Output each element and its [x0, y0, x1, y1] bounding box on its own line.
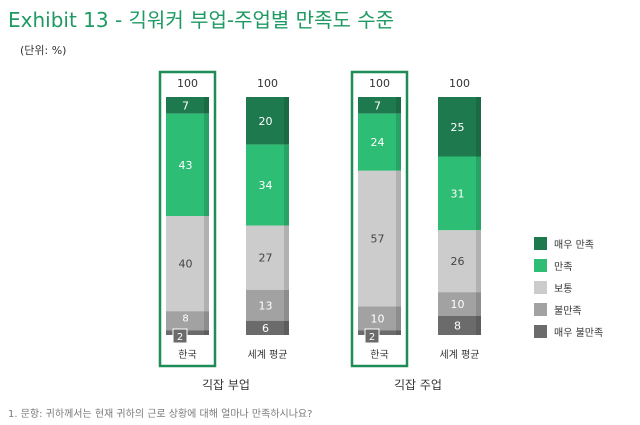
bar-segment [358, 97, 401, 114]
data-label: 40 [179, 258, 193, 271]
data-label: 7 [182, 99, 189, 112]
bar-segment-shade [284, 289, 289, 321]
bar-segment-shade [396, 170, 401, 307]
bar-segment [438, 97, 481, 157]
legend-swatch [534, 259, 547, 272]
bar-segment-shade [204, 311, 209, 331]
data-label: 26 [451, 255, 465, 268]
data-label: 7 [374, 99, 381, 112]
data-label: 2 [369, 332, 375, 343]
bar-segment-shade [284, 97, 289, 145]
data-label-badge [364, 328, 380, 344]
bar-segment-shade [476, 230, 481, 293]
bar-segment [246, 289, 289, 321]
bar-segment [166, 216, 209, 312]
bar-segment [246, 320, 289, 335]
highlight-frame [350, 70, 409, 368]
bar-segment-shade [284, 320, 289, 335]
bar-segment [166, 113, 209, 216]
category-label: 세계 평균 [248, 349, 288, 361]
bar-segment-shade [204, 113, 209, 216]
legend-label: 보통 [554, 283, 572, 295]
footnote: 1. 문항: 귀하께서는 현재 귀하의 근로 상황에 대해 얼마나 만족하시나요… [8, 409, 313, 420]
page-title: Exhibit 13 - 긱워커 부업-주업별 만족도 수준 [8, 8, 395, 32]
legend-swatch [534, 325, 547, 338]
category-label: 한국 [178, 349, 196, 361]
bar-segment-shade [396, 97, 401, 114]
data-label: 8 [454, 319, 461, 332]
legend-swatch [534, 281, 547, 294]
bar-total-label: 100 [449, 77, 470, 90]
bar-segment-shade [284, 225, 289, 290]
legend-label: 불만족 [554, 305, 582, 317]
data-label: 10 [371, 312, 385, 325]
data-label: 6 [262, 322, 269, 335]
data-label: 10 [451, 298, 465, 311]
bar-segment [438, 292, 481, 316]
data-label: 24 [371, 136, 385, 149]
legend-swatch [534, 303, 547, 316]
bar-segment-shade [476, 315, 481, 335]
bar-segment [438, 230, 481, 293]
legend-label: 만족 [554, 261, 572, 273]
bar-segment [358, 113, 401, 171]
category-label: 한국 [370, 349, 388, 361]
legend-swatch [534, 237, 547, 250]
data-label: 34 [259, 179, 273, 192]
bar-segment-shade [396, 113, 401, 171]
bar-segment [166, 97, 209, 114]
bar-segment [438, 315, 481, 335]
unit-label: (단위: %) [20, 44, 67, 57]
data-label: 8 [182, 314, 188, 325]
bar-segment [166, 311, 209, 331]
bar-segment-shade [396, 306, 401, 331]
bar-segment-shade [476, 292, 481, 316]
category-label: 세계 평균 [440, 349, 480, 361]
data-label: 20 [259, 115, 273, 128]
bar-segment-shade [284, 144, 289, 226]
bar-segment-shade [204, 97, 209, 114]
legend-label: 매우 불만족 [554, 327, 603, 339]
bar-segment-shade [204, 330, 209, 335]
data-label: 25 [451, 121, 465, 134]
bar-segment [246, 144, 289, 226]
data-label: 13 [259, 299, 273, 312]
data-label: 2 [177, 332, 183, 343]
data-label: 43 [179, 159, 193, 172]
bar-segment [438, 156, 481, 231]
group-label: 긱잡 주업 [394, 378, 442, 392]
bar-segment-shade [476, 156, 481, 231]
bar-total-label: 100 [369, 77, 390, 90]
data-label-badge [172, 328, 188, 344]
group-label: 긱잡 부업 [202, 378, 250, 392]
bar-segment-shade [396, 330, 401, 335]
bar-segment [246, 225, 289, 290]
bar-segment [358, 170, 401, 307]
highlight-frame [158, 70, 217, 368]
data-label: 57 [371, 233, 385, 246]
bar-total-label: 100 [257, 77, 278, 90]
bar-total-label: 100 [177, 77, 198, 90]
data-label: 27 [259, 252, 273, 265]
bar-segment-shade [476, 97, 481, 157]
bar-segment [246, 97, 289, 145]
data-label: 31 [451, 187, 465, 200]
bar-segment-shade [204, 216, 209, 312]
bar-segment [358, 306, 401, 331]
legend-label: 매우 만족 [554, 239, 594, 251]
